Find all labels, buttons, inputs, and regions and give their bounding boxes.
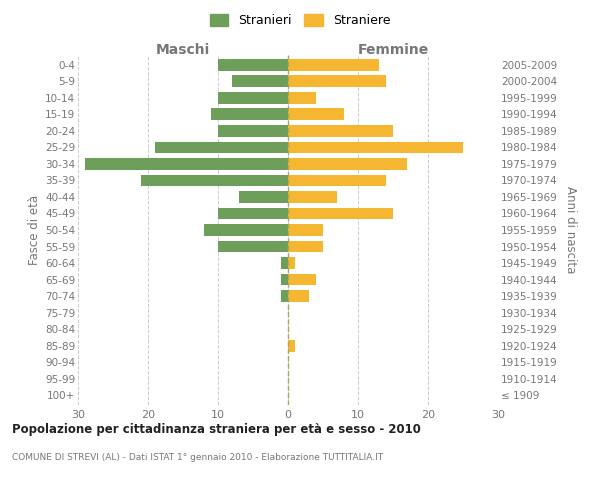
Bar <box>288 142 463 154</box>
Bar <box>218 59 288 71</box>
Bar <box>288 224 323 236</box>
Legend: Stranieri, Straniere: Stranieri, Straniere <box>205 8 395 32</box>
Bar <box>288 290 309 302</box>
Bar <box>281 257 288 269</box>
Bar <box>288 92 316 104</box>
Y-axis label: Fasce di età: Fasce di età <box>28 195 41 265</box>
Bar <box>281 274 288 285</box>
Bar <box>288 274 316 285</box>
Bar <box>204 224 288 236</box>
Bar <box>288 208 393 220</box>
Text: COMUNE DI STREVI (AL) - Dati ISTAT 1° gennaio 2010 - Elaborazione TUTTITALIA.IT: COMUNE DI STREVI (AL) - Dati ISTAT 1° ge… <box>12 452 383 462</box>
Bar <box>155 142 288 154</box>
Bar <box>218 240 288 252</box>
Bar <box>288 240 323 252</box>
Bar <box>288 340 295 351</box>
Bar <box>85 158 288 170</box>
Bar <box>288 174 386 186</box>
Bar <box>288 108 344 120</box>
Text: Maschi: Maschi <box>156 44 210 58</box>
Bar <box>232 76 288 88</box>
Y-axis label: Anni di nascita: Anni di nascita <box>564 186 577 274</box>
Bar <box>218 208 288 220</box>
Bar <box>239 191 288 203</box>
Bar <box>288 125 393 137</box>
Bar <box>288 158 407 170</box>
Bar <box>288 59 379 71</box>
Bar <box>218 125 288 137</box>
Bar <box>141 174 288 186</box>
Bar <box>218 92 288 104</box>
Text: Popolazione per cittadinanza straniera per età e sesso - 2010: Popolazione per cittadinanza straniera p… <box>12 422 421 436</box>
Bar <box>288 257 295 269</box>
Bar <box>288 76 386 88</box>
Bar <box>211 108 288 120</box>
Bar <box>281 290 288 302</box>
Bar <box>288 191 337 203</box>
Text: Femmine: Femmine <box>358 44 428 58</box>
